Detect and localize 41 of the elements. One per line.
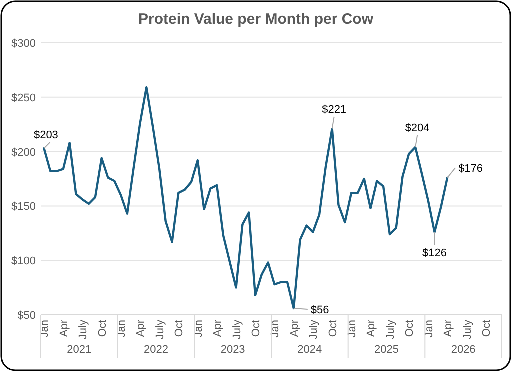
y-tick-label: $150: [12, 201, 36, 214]
x-tick-label: Apr: [135, 320, 148, 338]
x-tick-label: Oct: [96, 320, 109, 338]
chart-title: Protein Value per Month per Cow: [138, 11, 374, 28]
text: 2026: [451, 344, 476, 356]
x-tick-label: Apr: [212, 320, 224, 338]
x-tick-label: July: [154, 320, 166, 340]
x-tick-label: July: [384, 320, 397, 340]
x-tick-label: July: [231, 320, 244, 340]
x-tick-label: Oct: [174, 320, 186, 338]
data-label: $203: [34, 130, 58, 142]
x-tick-label: Apr: [58, 320, 70, 338]
data-label: $176: [458, 162, 484, 175]
x-tick-label: Oct: [327, 320, 340, 338]
y-tick-label: $250: [12, 92, 36, 104]
x-tick-label: Oct: [404, 320, 416, 338]
data-label: $126: [422, 247, 448, 260]
text: 2021: [67, 344, 92, 356]
x-tick-label: Apr: [288, 320, 301, 338]
data-label: $221: [322, 104, 347, 116]
text: 2023: [220, 344, 246, 356]
y-tick-label: $50: [18, 310, 36, 322]
text: 2022: [144, 344, 168, 356]
x-tick-label: Jan: [192, 320, 205, 338]
x-tick-label: Jan: [423, 320, 436, 338]
text: 2024: [298, 344, 322, 356]
y-tick-label: $300: [12, 38, 36, 50]
x-tick-label: Oct: [250, 320, 262, 338]
text: 2025: [374, 344, 399, 356]
x-tick-label: Apr: [442, 320, 455, 338]
x-tick-label: Apr: [366, 320, 378, 338]
x-tick-label: July: [78, 320, 90, 340]
data-label: $56: [310, 304, 330, 316]
x-tick-label: July: [308, 320, 320, 340]
x-tick-label: July: [462, 320, 474, 340]
data-label: $204: [405, 122, 430, 134]
y-tick-label: $200: [12, 146, 36, 159]
x-tick-label: Oct: [480, 320, 493, 338]
y-tick-label: $100: [12, 256, 36, 268]
x-tick-label: Jan: [346, 320, 359, 338]
x-tick-label: Jan: [116, 320, 128, 338]
